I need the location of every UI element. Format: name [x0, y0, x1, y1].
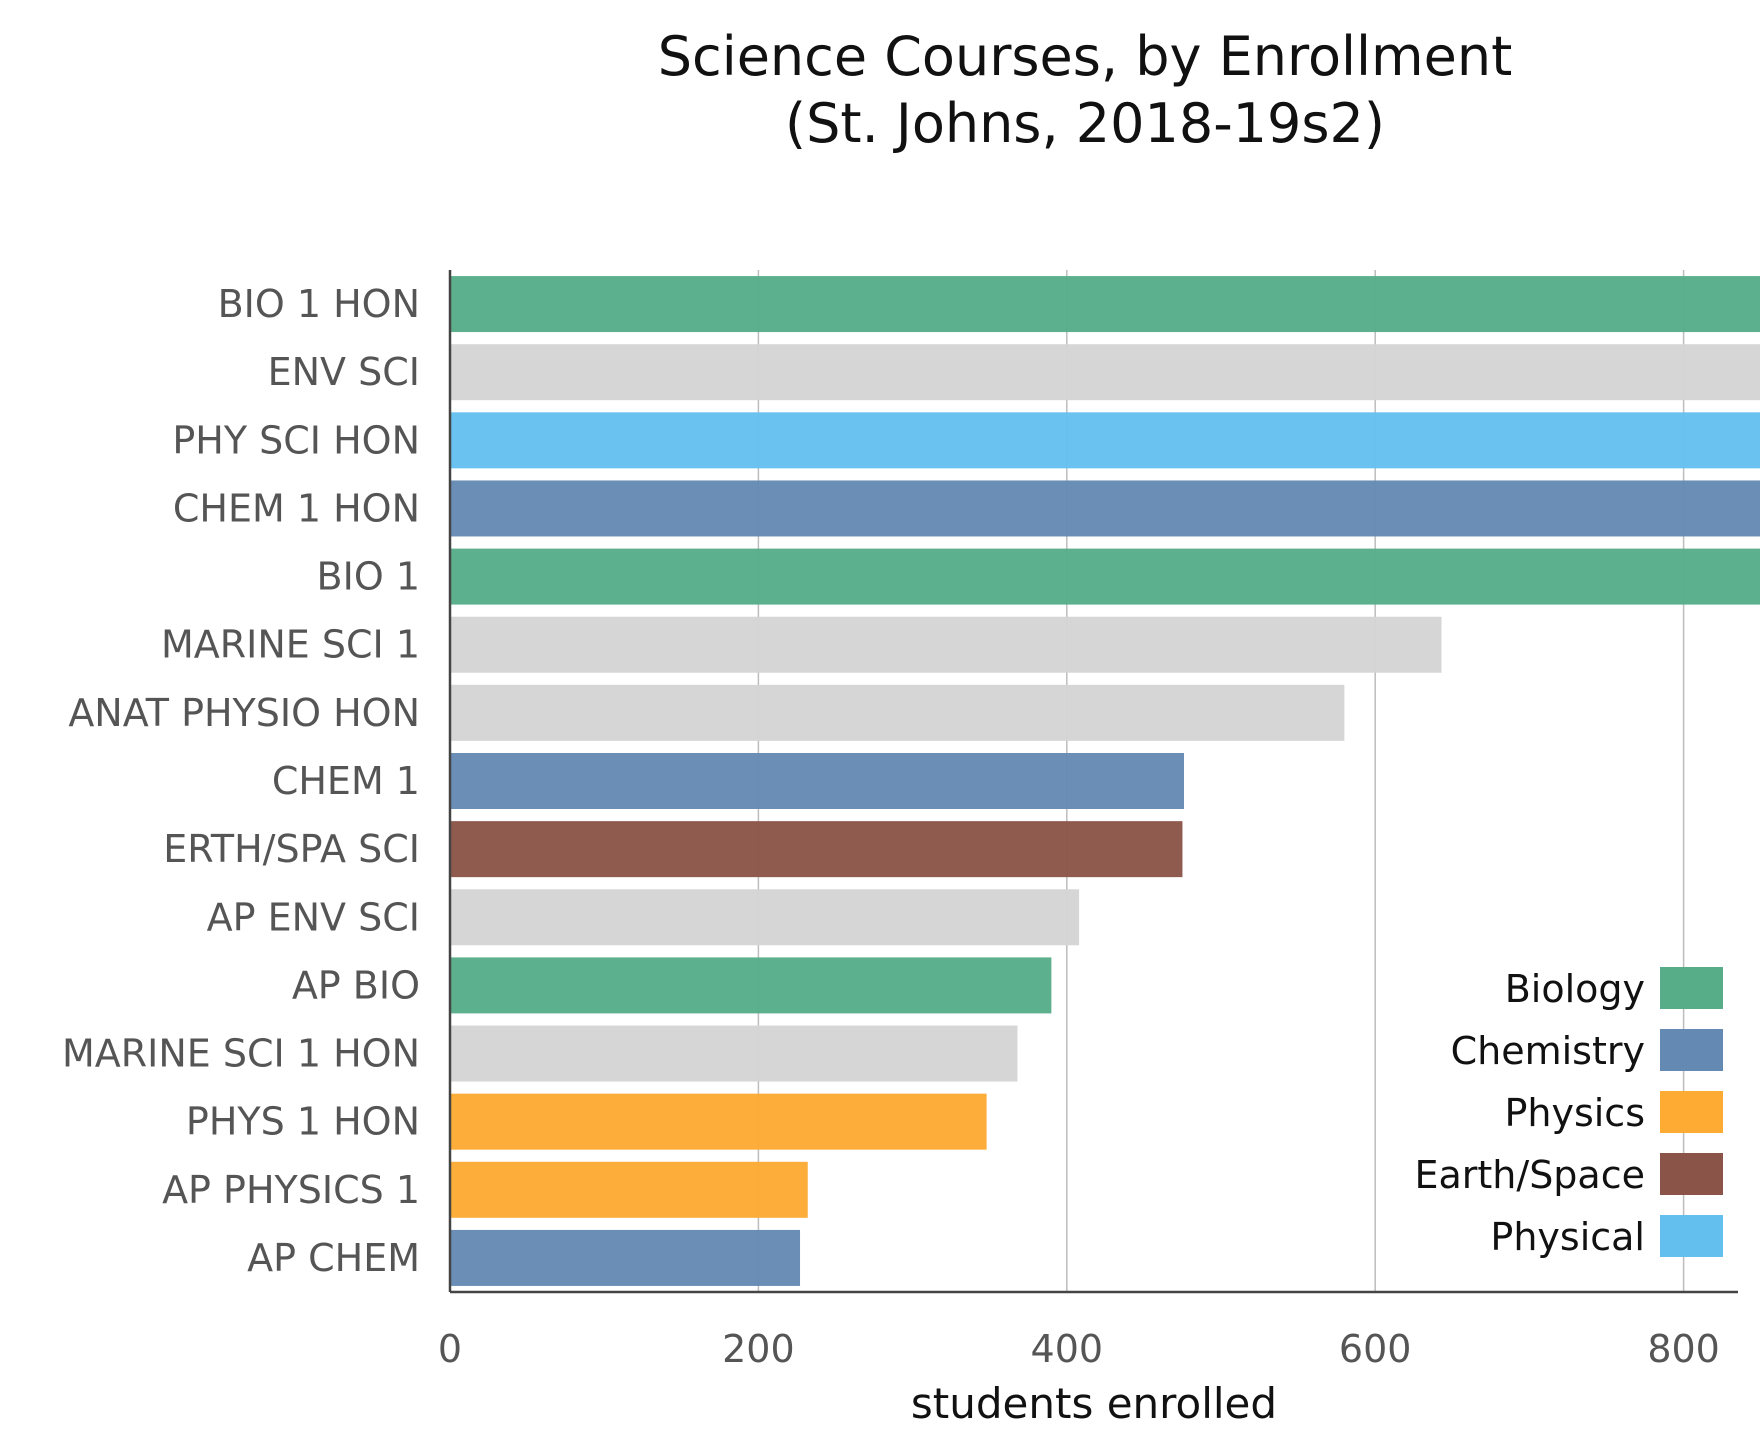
category-label: AP ENV SCI [207, 895, 420, 939]
x-tick-labels: 02004006008001000120014001600 [438, 1327, 1720, 1371]
category-label: MARINE SCI 1 [161, 623, 420, 667]
bar [450, 1093, 987, 1150]
bar [450, 821, 1183, 878]
category-label: PHYS 1 HON [186, 1100, 420, 1144]
x-tick-label: 600 [1339, 1327, 1412, 1371]
x-tick-label: 800 [1647, 1327, 1720, 1371]
x-tick-label: 400 [1031, 1327, 1104, 1371]
legend-label: Biology [1505, 967, 1645, 1011]
category-label: ANAT PHYSIO HON [68, 691, 420, 735]
bar [450, 1025, 1018, 1082]
category-label: MARINE SCI 1 HON [62, 1032, 420, 1076]
bar [450, 276, 1760, 333]
category-label: AP CHEM [247, 1236, 420, 1280]
bar [450, 412, 1760, 469]
bar [450, 344, 1760, 401]
category-label: ENV SCI [268, 350, 420, 394]
legend-swatch [1660, 1029, 1723, 1071]
bar [450, 753, 1184, 809]
category-labels: BIO 1 HON ENV SCI PHY SCI HON CHEM 1 HON BIO… [62, 282, 420, 1280]
legend-swatch [1660, 967, 1723, 1009]
chart-title-line-2: (St. Johns, 2018-19s2) [785, 92, 1385, 155]
legend-label: Physics [1504, 1091, 1645, 1135]
legend-swatch [1660, 1215, 1723, 1257]
category-label: PHY SCI HON [172, 418, 420, 462]
x-tick-label: 0 [438, 1327, 462, 1371]
bars [450, 276, 1760, 1286]
category-label: CHEM 1 HON [173, 486, 420, 530]
bar [450, 548, 1760, 605]
category-label: BIO 1 HON [218, 282, 420, 326]
category-label: AP PHYSICS 1 [162, 1168, 420, 1212]
x-axis-title: students enrolled [911, 1379, 1277, 1428]
bar [450, 1161, 808, 1218]
bar [450, 480, 1760, 537]
legend-label: Chemistry [1451, 1029, 1645, 1073]
category-label: AP BIO [292, 963, 420, 1007]
bar [450, 957, 1052, 1014]
legend-label: Physical [1490, 1215, 1645, 1259]
bar [450, 1229, 801, 1286]
category-label: ERTH/SPA SCI [163, 827, 420, 871]
x-tick-label: 200 [722, 1327, 795, 1371]
legend-label: Earth/Space [1414, 1153, 1645, 1197]
bar [450, 889, 1080, 946]
legend-swatch [1660, 1091, 1723, 1133]
legend: Biology Chemistry Physics Earth/Space Physic… [1414, 967, 1723, 1259]
bar [450, 684, 1345, 741]
category-label: CHEM 1 [272, 759, 420, 803]
category-label: BIO 1 [317, 555, 420, 599]
chart-title-line-1: Science Courses, by Enrollment [658, 25, 1513, 88]
legend-swatch [1660, 1153, 1723, 1195]
bar [450, 616, 1442, 673]
